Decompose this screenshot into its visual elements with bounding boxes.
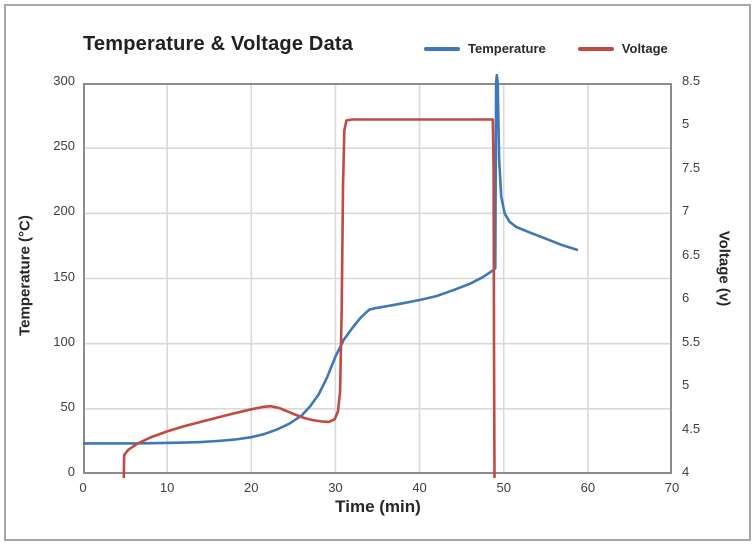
x-axis-title: Time (min) bbox=[335, 497, 421, 516]
legend-swatch-voltage bbox=[577, 46, 614, 51]
y-left-tick-label: 200 bbox=[53, 203, 75, 219]
y-left-tick-label: 100 bbox=[53, 333, 75, 349]
y-right-tick-label: 5 bbox=[682, 377, 690, 393]
x-tick-label: 0 bbox=[79, 480, 87, 495]
legend-label-voltage: Voltage bbox=[621, 41, 668, 56]
y-left-tick-label: 300 bbox=[53, 73, 75, 88]
voltage-line bbox=[122, 118, 496, 478]
y-right-tick-label: 7 bbox=[682, 203, 690, 219]
y-right-tick-label: 8.5 bbox=[682, 73, 701, 88]
temperature-line bbox=[83, 73, 579, 445]
y-left-tick-label: 50 bbox=[60, 398, 75, 414]
x-tick-label: 20 bbox=[244, 480, 259, 495]
y-left-tick-label: 0 bbox=[67, 464, 75, 479]
legend: Temperature Voltage bbox=[424, 41, 668, 56]
y-left-tick-label: 250 bbox=[53, 138, 75, 154]
x-tick-label: 30 bbox=[328, 480, 343, 495]
y-right-tick-label: 5 bbox=[682, 116, 690, 132]
x-tick-label: 60 bbox=[580, 480, 596, 495]
x-tick-label: 10 bbox=[159, 480, 175, 495]
y-axis-title-right: Voltage (v) bbox=[715, 230, 733, 307]
plot-area bbox=[83, 73, 672, 478]
y-right-tick-label: 4.5 bbox=[682, 420, 701, 436]
y-right-tick-label: 6 bbox=[682, 290, 690, 306]
y-left-tick-label: 150 bbox=[53, 268, 75, 284]
chart-title: Temperature & Voltage Data bbox=[83, 33, 354, 55]
y-right-tick-label: 4 bbox=[682, 464, 690, 479]
y-right-tick-label: 6.5 bbox=[682, 246, 701, 262]
y-right-tick-label: 5.5 bbox=[682, 333, 701, 349]
y-axis-title-left: Temperature (°C) bbox=[16, 215, 34, 336]
y-right-tick-label: 7.5 bbox=[682, 159, 701, 175]
x-tick-label: 70 bbox=[664, 480, 680, 495]
x-tick-label: 50 bbox=[496, 480, 511, 495]
legend-swatch-temperature bbox=[424, 46, 460, 51]
legend-label-temperature: Temperature bbox=[468, 41, 546, 56]
x-tick-label: 40 bbox=[412, 480, 427, 495]
